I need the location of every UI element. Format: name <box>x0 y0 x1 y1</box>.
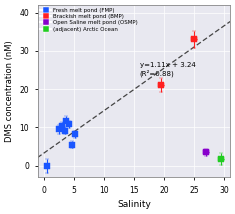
Y-axis label: DMS concentration (nM): DMS concentration (nM) <box>5 40 14 142</box>
Legend: Fresh melt pond (FMP), Brackish melt pond (BMP), Open Saline melt pond (OSMP), (: Fresh melt pond (FMP), Brackish melt pon… <box>39 7 139 33</box>
X-axis label: Salinity: Salinity <box>117 200 151 209</box>
Text: y=1.11x + 3.24
(R²=0.88): y=1.11x + 3.24 (R²=0.88) <box>140 62 196 77</box>
